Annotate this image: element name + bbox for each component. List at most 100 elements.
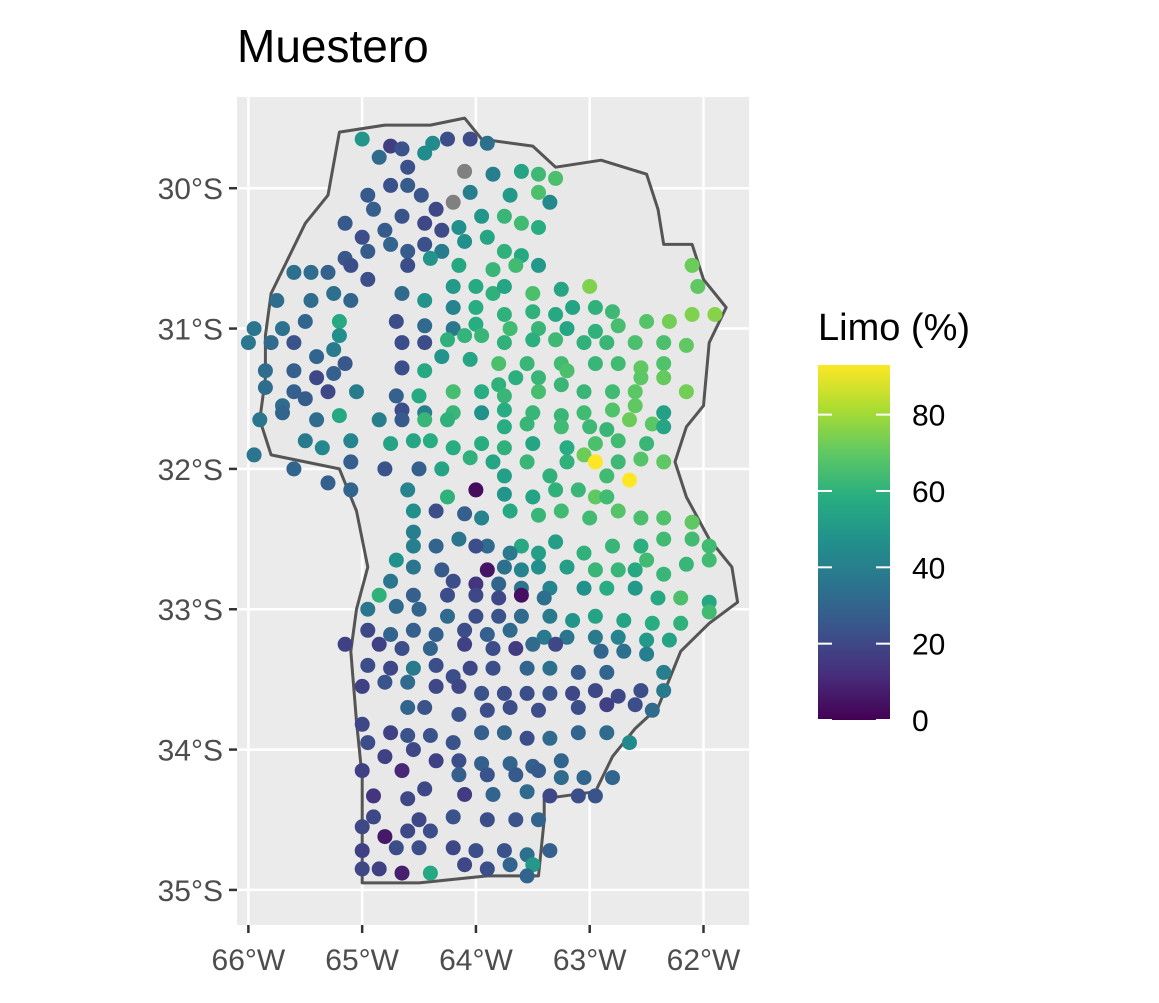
sample-point [479, 861, 495, 877]
sample-point [485, 454, 501, 470]
sample-point [610, 454, 626, 470]
sample-point [542, 194, 558, 210]
sample-point [462, 660, 478, 676]
sample-point [343, 433, 359, 449]
sample-point [684, 257, 700, 273]
sample-point [400, 177, 416, 193]
sample-point [542, 685, 558, 701]
sample-point [599, 697, 615, 713]
sample-point [513, 608, 529, 624]
y-tick-label: 33°S [158, 594, 223, 627]
sample-point [582, 510, 598, 526]
sample-point [371, 861, 387, 877]
sample-point [422, 823, 438, 839]
sample-point [627, 562, 643, 578]
sample-point [678, 384, 694, 400]
sample-point [531, 321, 546, 337]
sample-point [599, 580, 615, 596]
sample-point [496, 419, 512, 435]
sample-point [548, 534, 564, 550]
sample-point [559, 321, 575, 337]
sample-point [610, 688, 626, 704]
sample-point [576, 335, 592, 351]
sample-point [246, 321, 262, 337]
sample-point [405, 660, 421, 676]
sample-point [252, 412, 268, 428]
sample-point [337, 636, 353, 652]
sample-point [542, 608, 558, 624]
sample-point [405, 524, 421, 540]
sample-point [422, 250, 438, 266]
sample-point [502, 857, 518, 873]
sample-point [502, 545, 518, 561]
sample-point [371, 587, 387, 603]
colorbar-legend: Limo (%) 0 20 40 60 80 [818, 307, 970, 738]
sample-point [417, 293, 433, 308]
sample-point [553, 281, 569, 297]
sample-point [707, 307, 723, 322]
sample-point [360, 735, 376, 751]
sample-point [286, 363, 302, 379]
sample-point [349, 384, 364, 400]
sample-point [610, 433, 626, 449]
sample-point [474, 405, 490, 421]
sample-point [610, 562, 626, 578]
sample-point [326, 342, 342, 358]
sample-point [479, 135, 495, 151]
sample-point [440, 587, 455, 603]
legend-tick-label: 60 [912, 476, 945, 509]
sample-point [417, 781, 433, 797]
sample-point [428, 503, 444, 519]
sample-point [246, 447, 262, 463]
sample-point [502, 503, 518, 519]
sample-point [605, 538, 620, 554]
sample-point [383, 138, 399, 154]
legend-tick-label: 40 [912, 552, 945, 585]
sample-point [605, 402, 620, 418]
sample-point [678, 556, 694, 572]
sample-point [479, 627, 495, 642]
legend-tick-label: 80 [912, 400, 945, 433]
x-tick-label: 62°W [667, 944, 741, 977]
sample-point [496, 402, 512, 418]
sample-point [610, 629, 626, 645]
sample-point [457, 506, 473, 522]
sample-point [656, 335, 672, 351]
sample-point [627, 384, 643, 400]
sample-point [451, 220, 467, 235]
sample-point [377, 749, 393, 765]
sample-point [678, 337, 694, 353]
sample-point [502, 187, 518, 203]
sample-point [519, 868, 535, 884]
sample-point [519, 356, 535, 372]
sample-point [479, 812, 495, 828]
sample-point [451, 531, 467, 547]
sample-point [383, 627, 399, 642]
sample-point [485, 286, 501, 301]
sample-point [417, 215, 433, 231]
sample-point [485, 641, 501, 656]
chart-title: Muestero [237, 20, 429, 72]
sample-point [622, 735, 637, 751]
sample-point [599, 468, 615, 484]
sample-point [502, 321, 518, 337]
sample-point [548, 307, 564, 322]
sample-point [496, 843, 512, 859]
sample-point [587, 562, 603, 578]
sample-point [496, 243, 512, 259]
sample-point [394, 360, 410, 376]
sample-point [275, 405, 290, 421]
sample-point [513, 215, 529, 231]
sample-point [542, 788, 558, 804]
sample-point [445, 300, 461, 315]
legend-tick-label: 20 [912, 629, 945, 662]
sample-point [508, 641, 524, 656]
sample-point [405, 559, 421, 575]
sample-point [491, 590, 507, 606]
sample-point [275, 321, 290, 337]
sample-point [354, 131, 370, 147]
sample-point [673, 590, 689, 606]
sample-point [445, 384, 461, 400]
sample-point [661, 632, 677, 648]
sample-point [445, 840, 461, 856]
